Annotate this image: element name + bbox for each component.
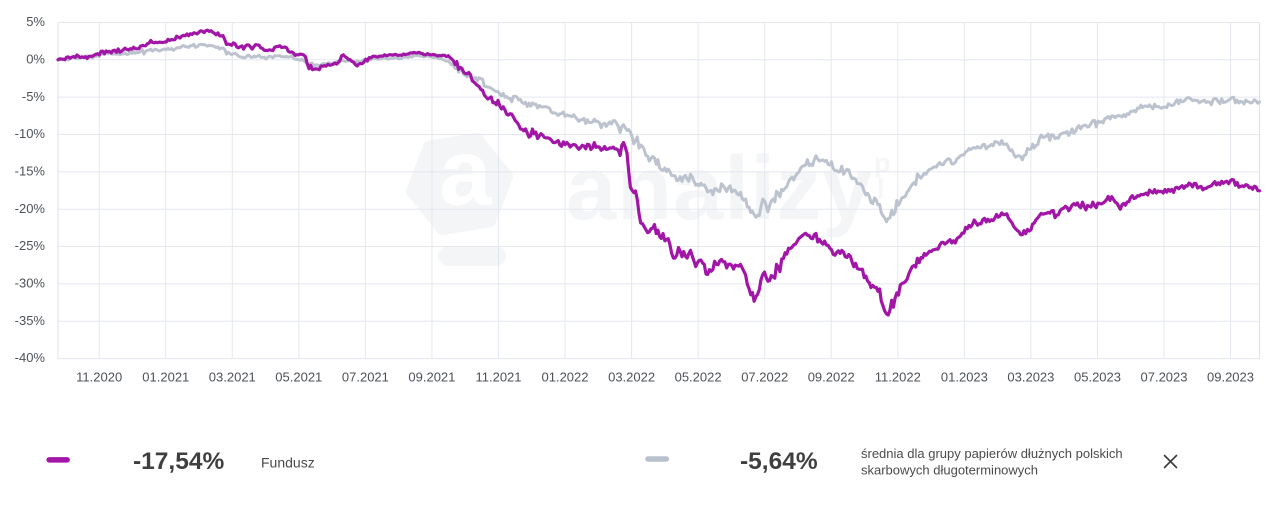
svg-text:09.2022: 09.2022 (808, 370, 855, 385)
svg-text:średnia dla grupy papierów dłu: średnia dla grupy papierów dłużnych pols… (861, 446, 1123, 461)
svg-text:-25%: -25% (15, 238, 46, 253)
svg-text:p: p (874, 148, 891, 178)
svg-text:01.2022: 01.2022 (542, 370, 589, 385)
svg-text:05.2023: 05.2023 (1074, 370, 1121, 385)
svg-text:0%: 0% (26, 51, 45, 66)
svg-text:11.2021: 11.2021 (475, 370, 521, 385)
svg-text:-5,64%: -5,64% (740, 448, 818, 475)
svg-text:-17,54%: -17,54% (133, 448, 224, 475)
svg-text:07.2021: 07.2021 (342, 370, 389, 385)
svg-text:5%: 5% (26, 14, 45, 29)
svg-text:-35%: -35% (15, 313, 46, 328)
svg-text:03.2021: 03.2021 (209, 370, 256, 385)
svg-text:-10%: -10% (15, 126, 46, 141)
svg-text:09.2021: 09.2021 (408, 370, 455, 385)
svg-text:l: l (877, 174, 885, 204)
svg-text:-20%: -20% (15, 201, 46, 216)
svg-text:-5%: -5% (22, 89, 46, 104)
svg-text:skarbowych długoterminowych: skarbowych długoterminowych (861, 462, 1038, 477)
svg-text:11.2020: 11.2020 (76, 370, 122, 385)
svg-text:07.2023: 07.2023 (1141, 370, 1188, 385)
svg-text:05.2022: 05.2022 (675, 370, 722, 385)
svg-text:Fundusz: Fundusz (261, 455, 315, 471)
svg-text:03.2022: 03.2022 (608, 370, 655, 385)
svg-text:09.2023: 09.2023 (1207, 370, 1254, 385)
svg-text:07.2022: 07.2022 (741, 370, 788, 385)
svg-text:05.2021: 05.2021 (275, 370, 322, 385)
svg-text:11.2022: 11.2022 (875, 370, 921, 385)
svg-text:-40%: -40% (15, 350, 46, 365)
svg-text:-15%: -15% (15, 163, 46, 178)
svg-text:01.2021: 01.2021 (142, 370, 189, 385)
svg-text:01.2023: 01.2023 (941, 370, 988, 385)
svg-text:-30%: -30% (15, 276, 46, 291)
svg-text:03.2023: 03.2023 (1007, 370, 1054, 385)
